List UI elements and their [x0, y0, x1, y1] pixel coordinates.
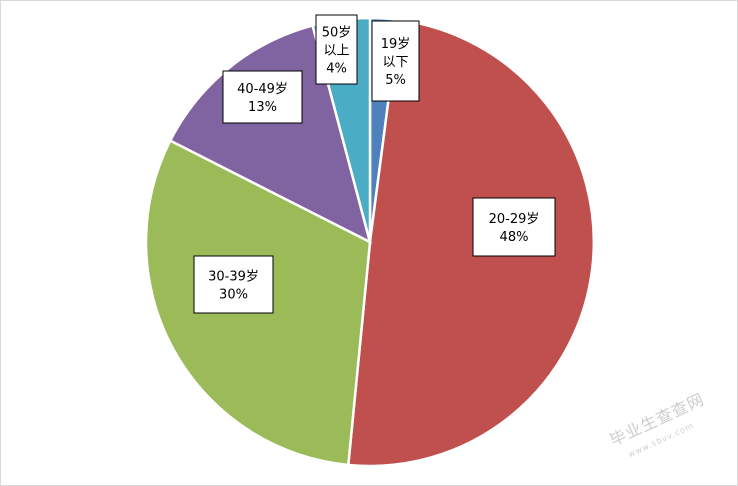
slice-category-label: 50岁: [322, 26, 352, 41]
slice-label-box: [472, 197, 556, 257]
slice-label-3: 30-39岁 30%: [193, 255, 274, 314]
slice-percent-label: 13%: [248, 100, 277, 115]
slice-label-box: [371, 20, 420, 102]
slice-label-box: [193, 255, 274, 314]
slice-percent-label: 30%: [219, 288, 248, 303]
slice-label-box: [315, 14, 358, 85]
slice-percent-label: 4%: [326, 62, 347, 77]
slice-percent-label: 48%: [500, 230, 529, 245]
slice-label-2: 20-29岁 48%: [472, 197, 556, 257]
slice-category-label: 30-39岁: [208, 270, 259, 285]
pie-slice-2: [346, 18, 596, 468]
slice-label-4: 40-49岁 13%: [222, 70, 303, 124]
slice-category-label: 以下: [382, 55, 408, 70]
slice-percent-label: 5%: [385, 73, 406, 88]
slice-category-label: 以上: [323, 44, 349, 59]
slice-category-label: 19岁: [381, 37, 411, 52]
slice-label-box: [222, 70, 303, 124]
slice-category-label: 40-49岁: [237, 82, 288, 97]
slice-category-label: 20-29岁: [489, 212, 540, 227]
